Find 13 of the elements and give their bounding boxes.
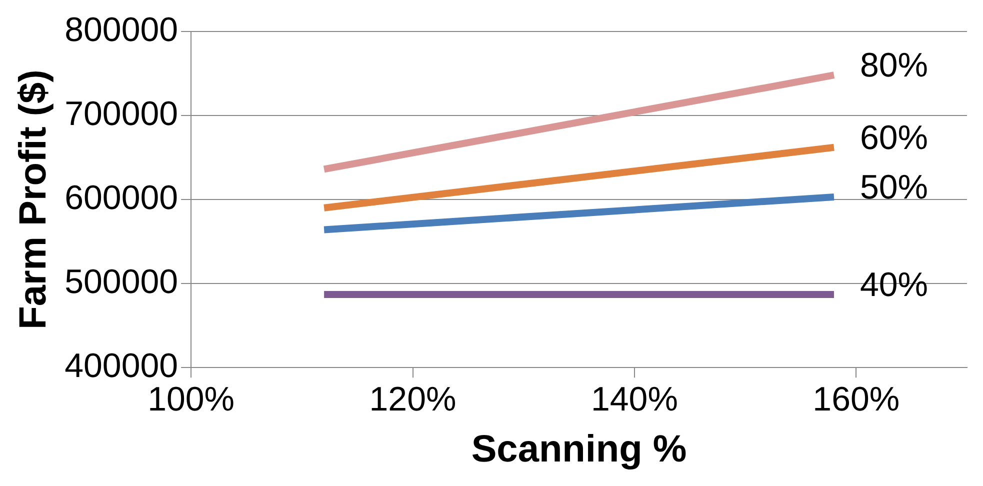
series-label: 50% bbox=[860, 168, 928, 206]
series-label: 60% bbox=[860, 118, 928, 157]
x-axis-title: Scanning % bbox=[471, 428, 687, 471]
y-tick-label: 800000 bbox=[64, 10, 178, 49]
y-tick-label: 500000 bbox=[64, 262, 178, 301]
y-tick-label: 600000 bbox=[64, 178, 178, 217]
series-label: 80% bbox=[860, 46, 928, 84]
series-label: 40% bbox=[860, 266, 928, 304]
x-tick-label: 120% bbox=[369, 380, 456, 418]
x-tick-label: 140% bbox=[590, 380, 678, 418]
y-axis-title: Farm Profit ($) bbox=[12, 70, 54, 330]
y-tick-label: 700000 bbox=[64, 94, 178, 133]
x-tick-label: 160% bbox=[812, 380, 900, 418]
